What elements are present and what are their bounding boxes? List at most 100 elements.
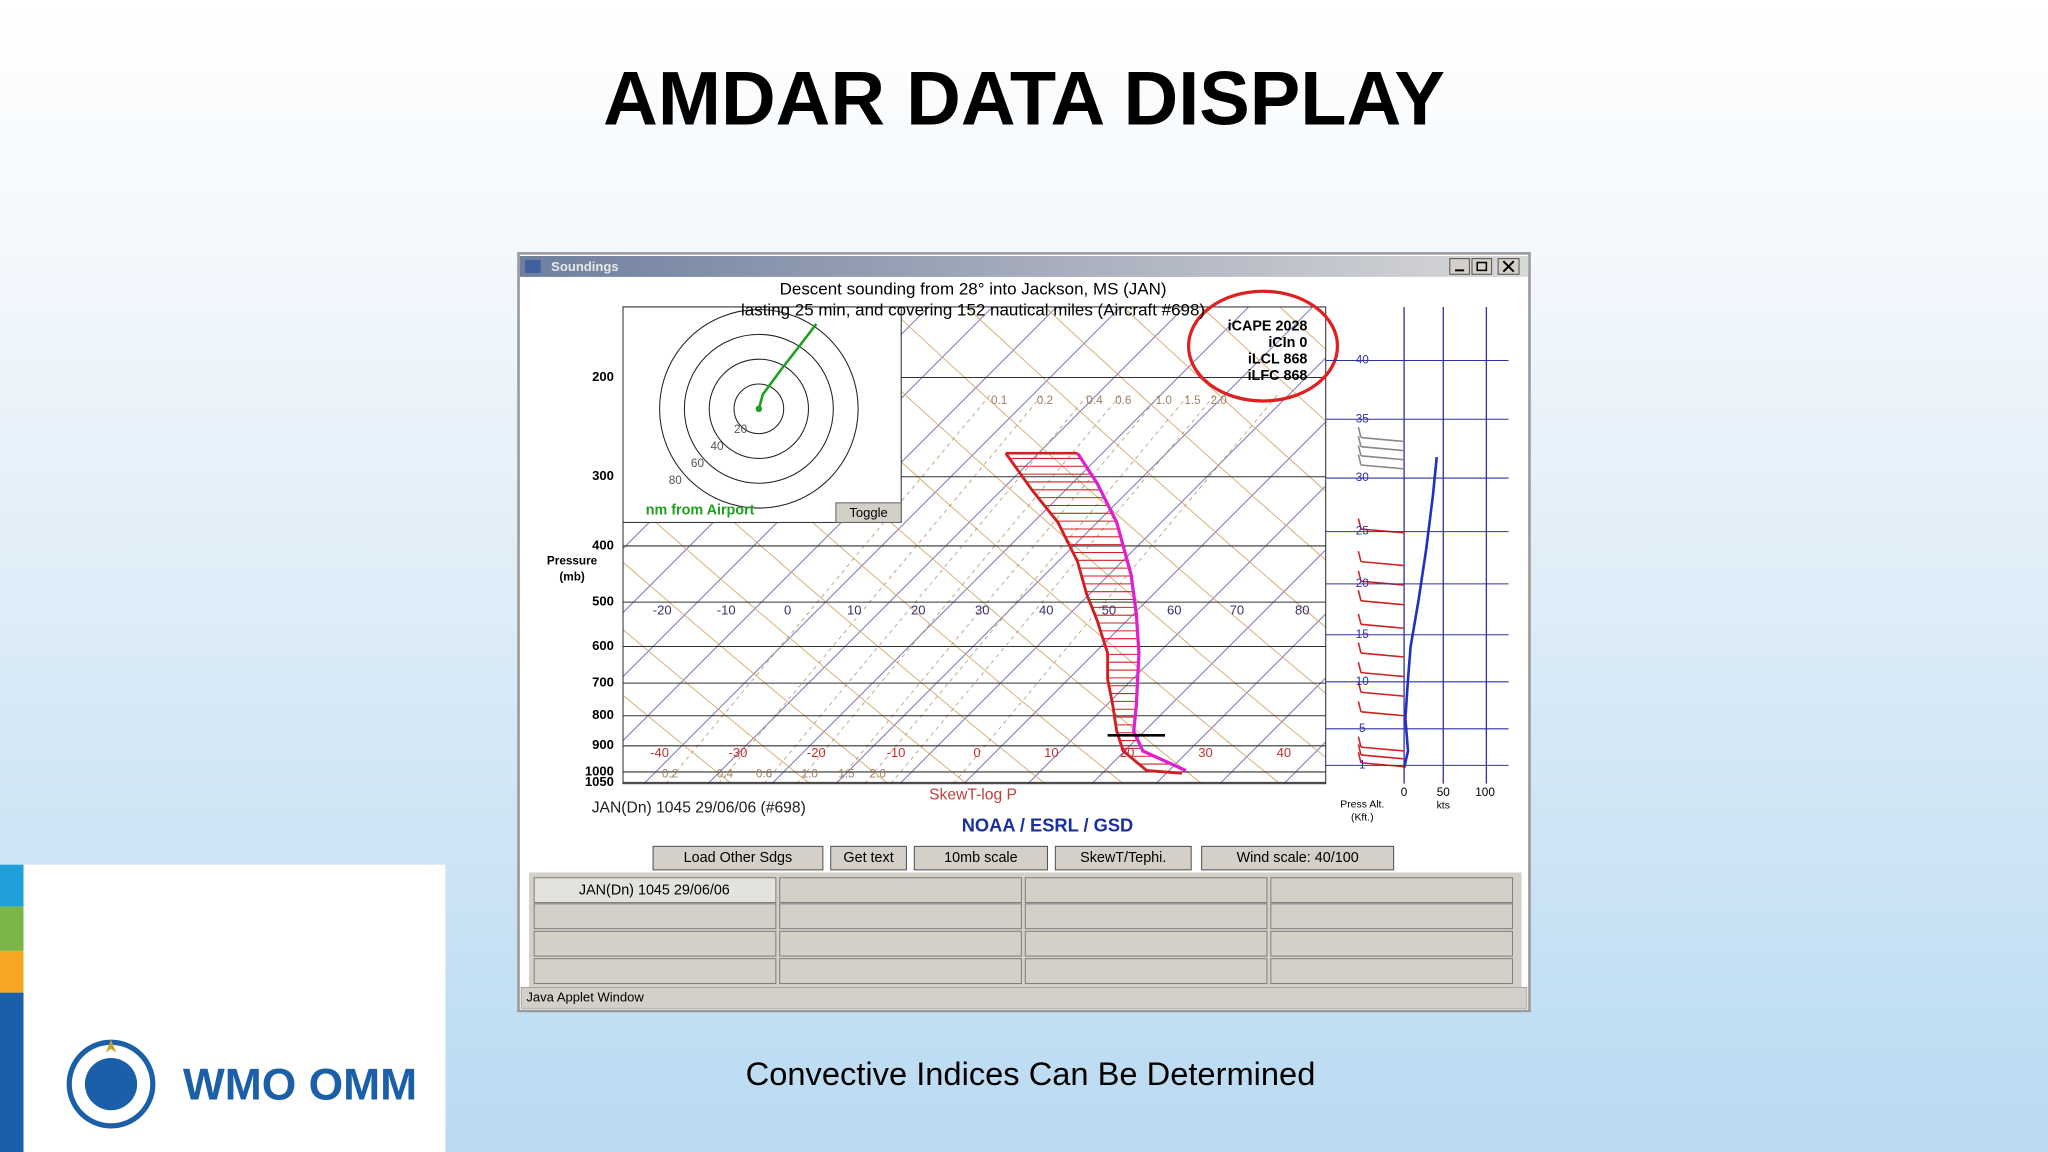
button-row: Load Other Sdgs Get text 10mb scale SkewT/T… [652,845,1395,871]
toggle-button[interactable] [835,502,902,523]
list-cell[interactable] [1024,958,1268,985]
dry-adiabat [966,306,1326,629]
pressure-label: 700 [592,675,614,690]
dry-adiabat [623,422,1046,784]
wind-barb [1360,746,1405,752]
airport-point [755,405,763,413]
minimize-button[interactable] [1449,258,1470,275]
list-cell[interactable] [779,958,1022,985]
altitude-label: 5 [1359,722,1366,735]
list-cell[interactable] [779,903,1022,930]
isotherm [623,306,1058,742]
wind-barb-flag [1357,701,1362,713]
temperature-label: 30 [975,603,990,618]
altitude-label: 10 [1356,675,1370,688]
wind-barb-flag [1357,613,1362,625]
button[interactable] [1201,845,1395,871]
isotherm [1091,549,1326,784]
wind-barb [1360,464,1405,470]
mixing-ratio-line [718,391,1046,784]
list-cell[interactable] [533,877,777,904]
list-cell[interactable] [533,958,777,985]
isotherm [1219,677,1326,784]
window-controls[interactable] [1449,258,1520,275]
isotherm [1155,613,1326,784]
wind-barb [1360,436,1405,443]
wind-barb [1360,455,1405,461]
mixing-ratio-label: 0.6 [756,768,773,781]
mixing-ratio-line [796,391,1124,784]
list-cell[interactable] [533,903,777,930]
list-cell[interactable] [1270,930,1514,957]
list-cell[interactable] [1270,877,1514,904]
pressure-label: 400 [592,537,614,552]
mixing-ratio-label: 0.1 [991,394,1007,407]
wind-barb-flag [1357,681,1362,693]
color-bar [0,906,24,951]
button-label: Load Other Sdgs [684,850,793,866]
list-cell[interactable] [1024,903,1268,930]
wind-speed-profile [1402,457,1439,769]
wind-barb [1360,691,1405,697]
temperature-label: 20 [911,603,926,618]
pressure-label: 200 [592,369,614,384]
title-bar [519,256,1529,277]
button-label: Get text [843,850,893,866]
wind-barb [1360,600,1405,606]
dry-adiabat [623,561,889,784]
range-ring [733,383,785,435]
temperature-label: 0 [973,745,980,760]
wind-barb-flag [1357,550,1362,562]
wind-barb-flag [1357,736,1362,748]
altitude-label: 40 [1356,354,1370,367]
range-label: 20 [734,423,748,436]
speed-label: 0 [1401,786,1408,799]
mixing-ratio-label: 0.4 [1086,394,1103,407]
dry-adiabat [623,694,732,784]
mixing-ratio-line [665,391,994,784]
pressure-label: 1050 [585,774,614,789]
convective-index: iCIn 0 [1268,335,1307,351]
button-label: Wind scale: 40/100 [1237,850,1359,866]
list-cell[interactable] [1270,903,1514,930]
temperature-label: -20 [807,745,826,760]
list-item: JAN(Dn) 1045 29/06/06 [579,883,730,899]
list-cell[interactable] [1270,958,1514,985]
button[interactable] [830,845,907,871]
mixing-ratio-line [835,391,1163,784]
list-cell[interactable] [1024,877,1268,904]
wind-barb-flag [1357,570,1362,582]
sounding-header: Descent sounding from 28° into Jackson, … [780,279,1167,298]
list-cell[interactable] [779,930,1022,957]
hodograph [622,306,902,523]
credit: NOAA / ESRL / GSD [962,815,1134,836]
temperature-label: 70 [1230,603,1245,618]
wind-barb [1360,671,1405,678]
temperature-label: 10 [1044,745,1059,760]
convective-index: iCAPE 2028 [1228,318,1308,334]
altitude-axis-label: (Kft.) [1351,812,1374,823]
logo-panel: WMO OMM [0,864,446,1152]
color-bar [0,864,24,907]
temperature-label: -20 [653,603,672,618]
wind-barb-flag [1357,426,1362,438]
range-ring [659,309,859,509]
wind-barb-flag [1357,590,1362,602]
maximize-button[interactable] [1471,258,1493,275]
temperature-label: -30 [729,745,748,760]
temperature-curve [1004,452,1183,775]
temperature-label: 10 [847,603,862,618]
temperature-label: -10 [887,745,906,760]
button[interactable] [652,845,824,871]
button[interactable] [913,845,1049,871]
list-cell[interactable] [1024,930,1268,957]
wind-barb-flag [1357,518,1362,530]
list-cell[interactable] [533,930,777,957]
list-cell[interactable] [779,877,1022,904]
mixing-ratio-line [864,391,1192,784]
button[interactable] [1054,845,1192,871]
wind-barb [1360,445,1405,452]
button-label: 10mb scale [944,850,1017,866]
isotherm [643,306,1122,784]
